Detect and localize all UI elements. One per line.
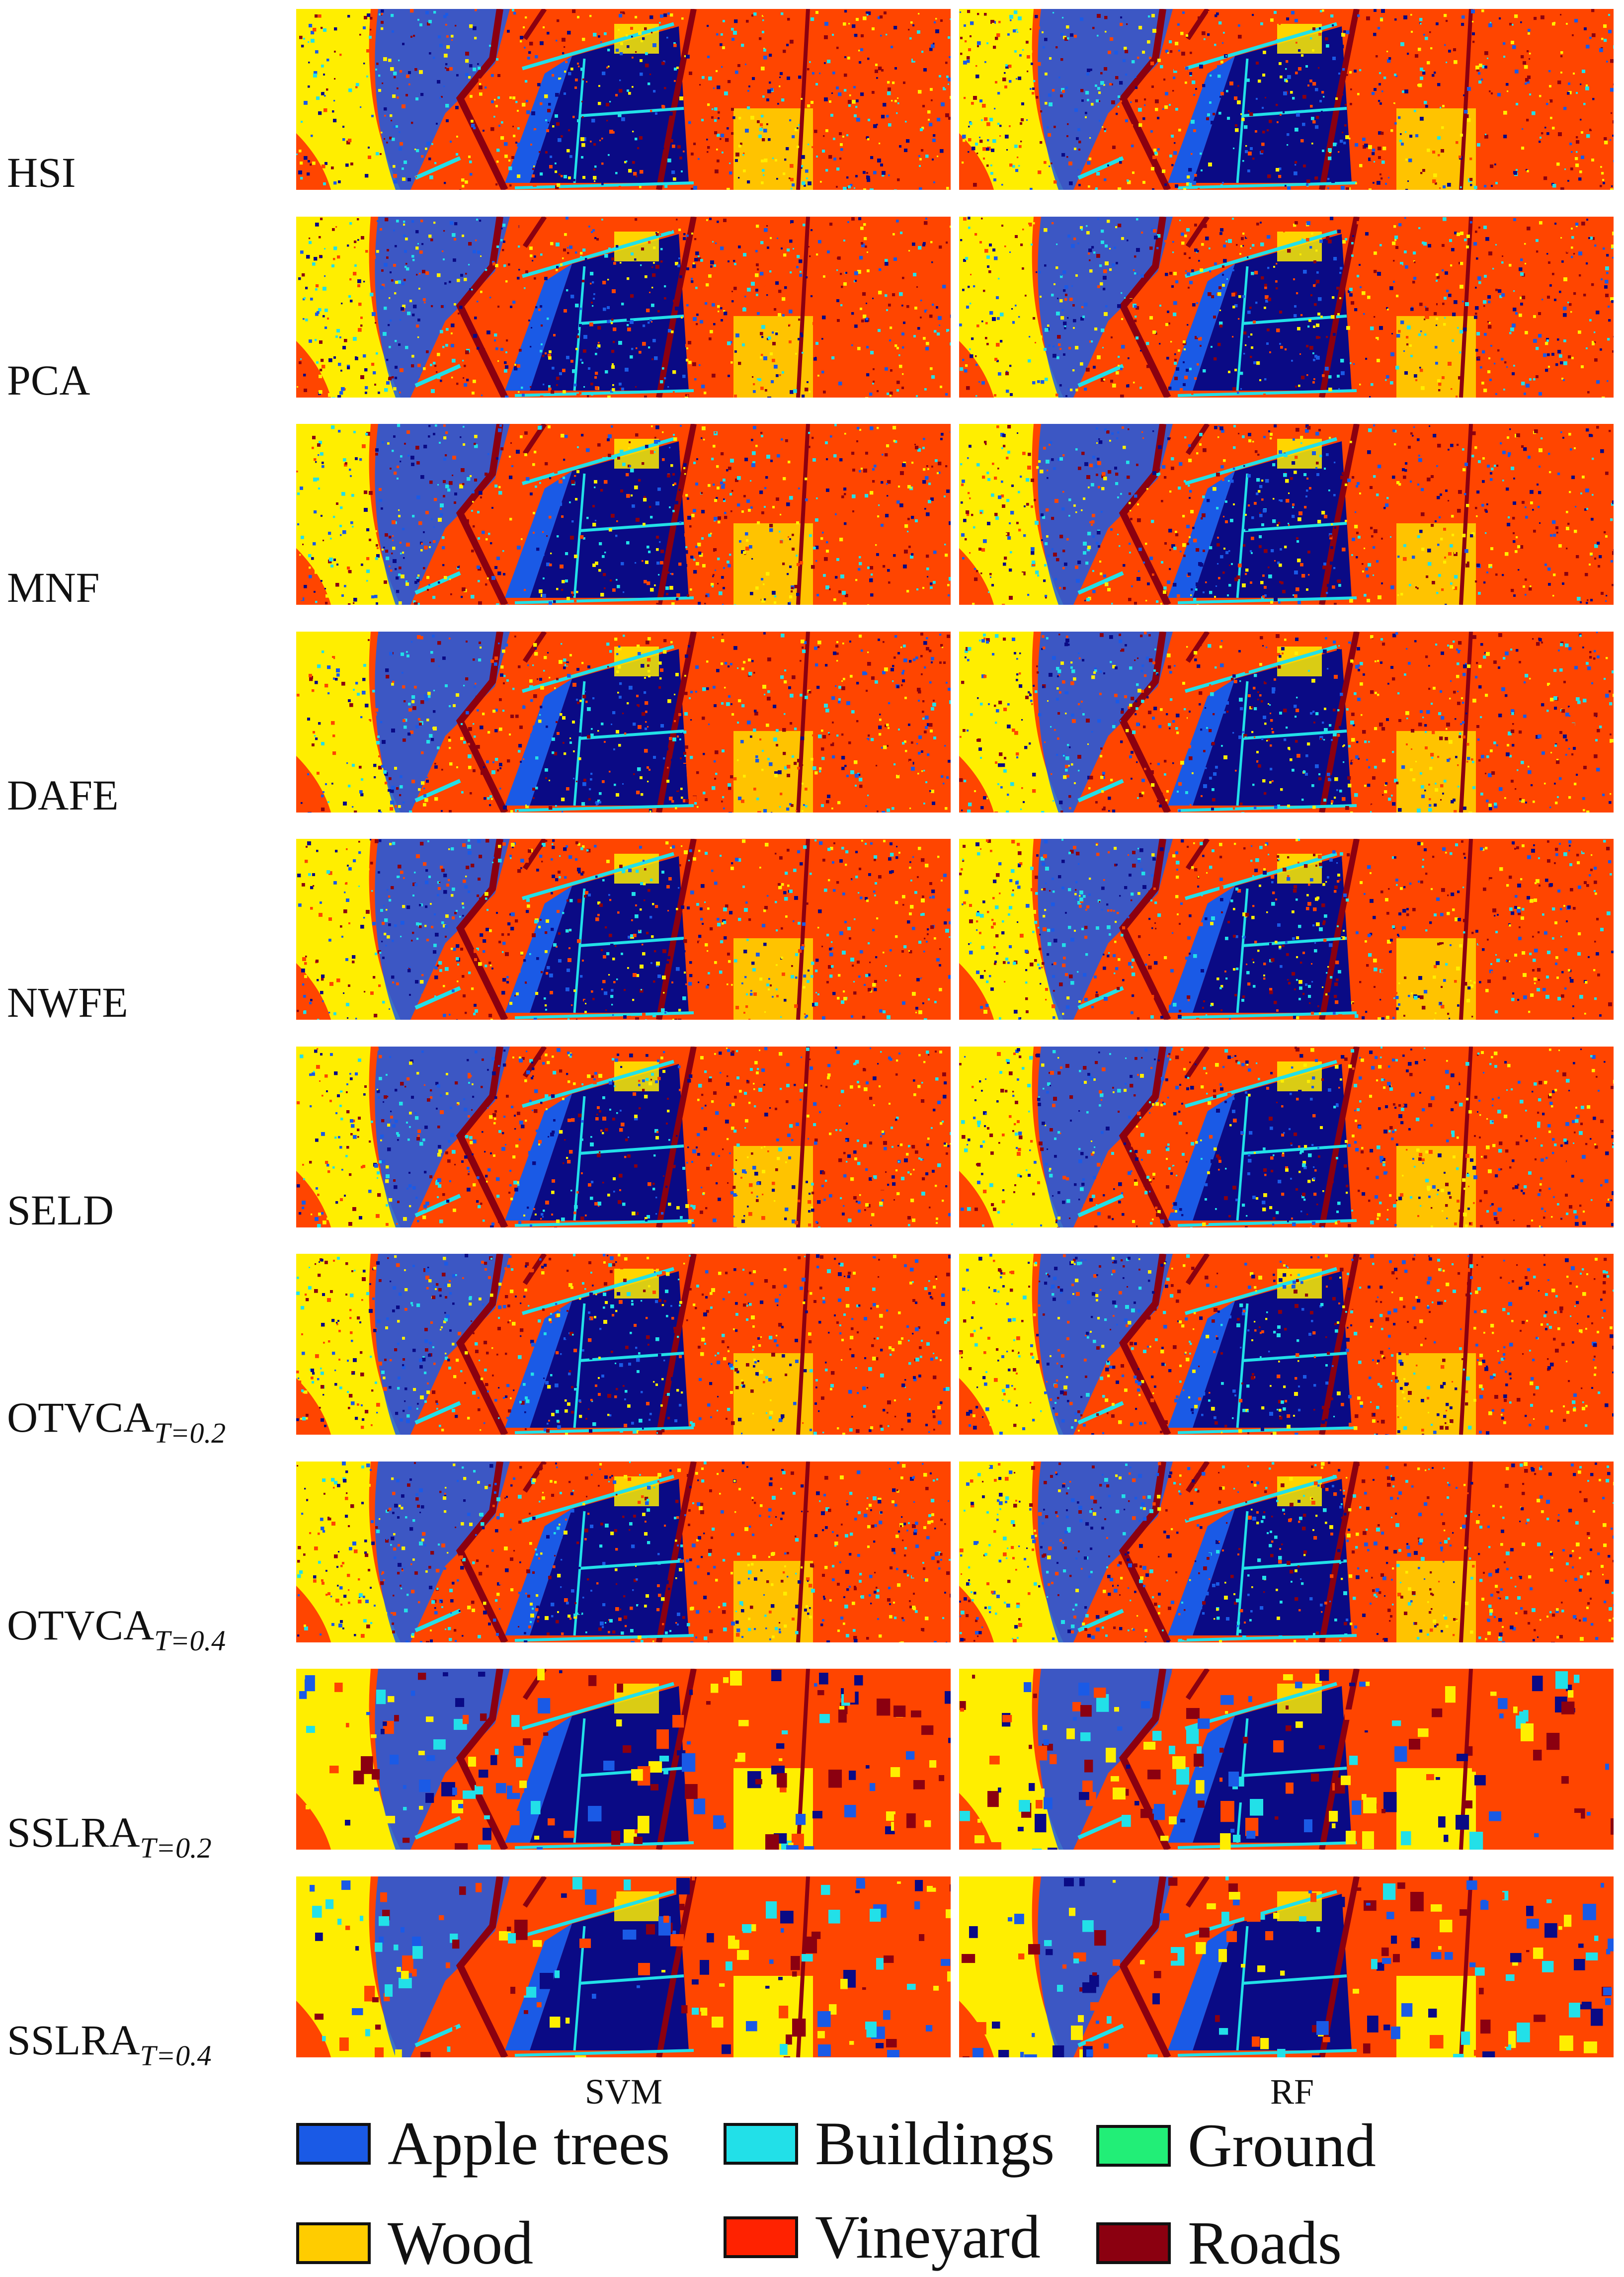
legend-swatch-ground — [1096, 2125, 1171, 2167]
classification-map-rf — [959, 632, 1614, 813]
row-label-text: DAFE — [7, 771, 119, 819]
map-image — [959, 9, 1614, 190]
row-label-subscript: T=0.4 — [154, 1625, 226, 1657]
legend-swatch-roads — [1096, 2222, 1171, 2264]
row-label: NWFE — [7, 981, 128, 1024]
classification-map-rf — [959, 1254, 1614, 1435]
legend-label: Roads — [1188, 2212, 1342, 2274]
classification-map-rf — [959, 424, 1614, 605]
classification-map-svm — [296, 1669, 951, 1850]
classification-map-rf — [959, 1876, 1614, 2057]
row-label-subscript: T=0.2 — [154, 1417, 226, 1449]
row-label: SELD — [7, 1189, 114, 1231]
legend-swatch-apple-trees — [296, 2123, 371, 2165]
classification-map-rf — [959, 839, 1614, 1020]
legend-label: Buildings — [815, 2113, 1055, 2175]
classification-map-rf — [959, 217, 1614, 398]
row-label: OTVCAT=0.4 — [7, 1604, 226, 1655]
row-label-subscript: T=0.4 — [140, 2039, 212, 2072]
legend-label: Vineyard — [815, 2206, 1041, 2268]
legend-swatch-vineyard — [724, 2216, 798, 2258]
legend-item-wood: Wood — [296, 2212, 533, 2274]
row-label-text: OTVCA — [7, 1601, 154, 1649]
classification-map-svm — [296, 1047, 951, 1227]
row-label: OTVCAT=0.2 — [7, 1396, 226, 1448]
map-image — [959, 1254, 1614, 1435]
map-image — [296, 9, 951, 190]
legend-item-ground: Ground — [1096, 2115, 1376, 2177]
row-label-text: PCA — [7, 356, 90, 404]
column-label-svm: SVM — [450, 2071, 798, 2113]
map-image — [959, 424, 1614, 605]
row-label-text: MNF — [7, 564, 99, 611]
map-image — [296, 217, 951, 398]
map-image — [959, 839, 1614, 1020]
legend-label: Ground — [1188, 2115, 1376, 2177]
map-image — [296, 1876, 951, 2057]
classification-map-svm — [296, 424, 951, 605]
map-image — [296, 1254, 951, 1435]
legend-item-roads: Roads — [1096, 2212, 1342, 2274]
classification-map-svm — [296, 9, 951, 190]
row-label-text: SSLRA — [7, 1808, 140, 1856]
column-label-rf: RF — [1118, 2071, 1466, 2113]
classification-map-svm — [296, 1462, 951, 1642]
row-label: SSLRAT=0.2 — [7, 1811, 212, 1863]
legend-swatch-wood — [296, 2222, 371, 2264]
classification-map-svm — [296, 1254, 951, 1435]
map-image — [296, 1669, 951, 1850]
legend-label: Apple trees — [388, 2113, 670, 2175]
map-image — [296, 632, 951, 813]
map-image — [959, 632, 1614, 813]
row-label: DAFE — [7, 774, 119, 816]
classification-map-svm — [296, 839, 951, 1020]
classification-map-svm — [296, 217, 951, 398]
row-label: HSI — [7, 151, 76, 194]
map-image — [959, 217, 1614, 398]
classification-map-svm — [296, 632, 951, 813]
row-label-text: NWFE — [7, 978, 128, 1026]
row-label-text: OTVCA — [7, 1393, 154, 1441]
row-label: PCA — [7, 359, 90, 402]
legend-swatch-buildings — [724, 2123, 798, 2165]
legend-label: Wood — [388, 2212, 533, 2274]
classification-map-rf — [959, 1462, 1614, 1642]
classification-map-rf — [959, 9, 1614, 190]
row-label-text: HSI — [7, 149, 76, 196]
classification-map-svm — [296, 1876, 951, 2057]
row-label-text: SSLRA — [7, 2016, 140, 2064]
row-label-text: SELD — [7, 1186, 114, 1234]
map-image — [296, 839, 951, 1020]
map-image — [959, 1876, 1614, 2057]
map-image — [296, 1462, 951, 1642]
map-image — [959, 1669, 1614, 1850]
legend-item-buildings: Buildings — [724, 2113, 1055, 2175]
row-label: SSLRAT=0.4 — [7, 2019, 212, 2070]
classification-map-rf — [959, 1047, 1614, 1227]
map-image — [959, 1047, 1614, 1227]
classification-map-rf — [959, 1669, 1614, 1850]
map-image — [959, 1462, 1614, 1642]
row-label-subscript: T=0.2 — [140, 1832, 212, 1864]
row-label: MNF — [7, 566, 99, 609]
legend-item-vineyard: Vineyard — [724, 2206, 1041, 2268]
map-image — [296, 1047, 951, 1227]
legend-item-apple-trees: Apple trees — [296, 2113, 670, 2175]
map-image — [296, 424, 951, 605]
